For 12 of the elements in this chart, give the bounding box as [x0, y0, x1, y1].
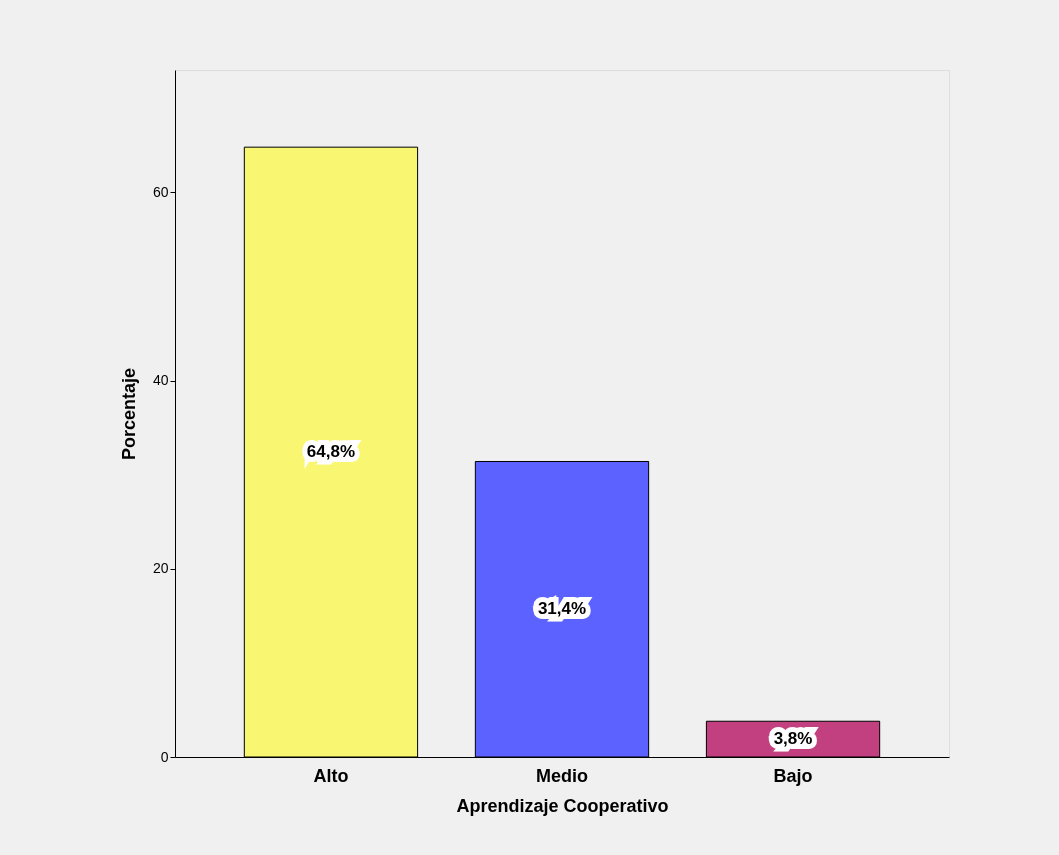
y-axis-title: Porcentaje [118, 367, 139, 461]
y-tick-label: 40 [152, 372, 169, 389]
data-label: 3,8% [773, 729, 813, 749]
data-label: 31,4% [537, 599, 587, 619]
x-tick-label: Medio [536, 765, 588, 786]
x-axis-title: Aprendizaje Cooperativo [456, 795, 669, 816]
y-tick-label: 0 [160, 748, 169, 765]
data-label: 64,8% [306, 442, 356, 462]
x-tick-label: Bajo [773, 765, 813, 786]
y-tick-label: 60 [152, 183, 169, 200]
y-tick-label: 20 [152, 560, 169, 577]
x-tick-label: Alto [313, 765, 349, 786]
